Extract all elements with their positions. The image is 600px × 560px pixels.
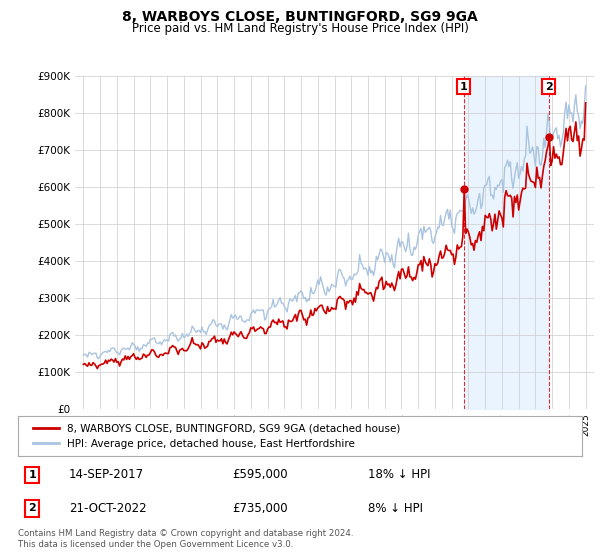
Text: 1: 1 <box>28 470 36 480</box>
Text: Price paid vs. HM Land Registry's House Price Index (HPI): Price paid vs. HM Land Registry's House … <box>131 22 469 35</box>
Text: 8, WARBOYS CLOSE, BUNTINGFORD, SG9 9GA: 8, WARBOYS CLOSE, BUNTINGFORD, SG9 9GA <box>122 10 478 24</box>
Legend: 8, WARBOYS CLOSE, BUNTINGFORD, SG9 9GA (detached house), HPI: Average price, det: 8, WARBOYS CLOSE, BUNTINGFORD, SG9 9GA (… <box>29 419 405 453</box>
Text: £595,000: £595,000 <box>232 468 288 482</box>
Text: £735,000: £735,000 <box>232 502 288 515</box>
Text: 2: 2 <box>28 503 36 514</box>
Text: 8% ↓ HPI: 8% ↓ HPI <box>368 502 422 515</box>
Text: 18% ↓ HPI: 18% ↓ HPI <box>368 468 430 482</box>
Text: 14-SEP-2017: 14-SEP-2017 <box>69 468 144 482</box>
Text: Contains HM Land Registry data © Crown copyright and database right 2024.
This d: Contains HM Land Registry data © Crown c… <box>18 529 353 549</box>
Text: 21-OCT-2022: 21-OCT-2022 <box>69 502 146 515</box>
Text: 2: 2 <box>545 82 553 92</box>
Text: 1: 1 <box>460 82 467 92</box>
